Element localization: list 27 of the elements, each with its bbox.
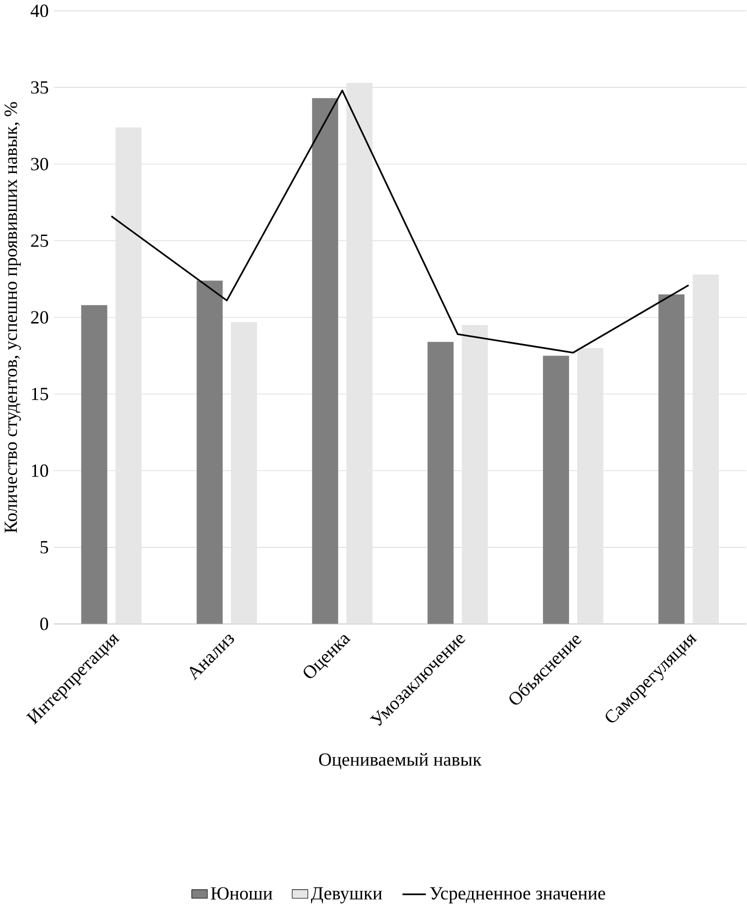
bar [577, 348, 604, 624]
y-tick-label: 5 [40, 541, 48, 554]
bar [81, 305, 108, 624]
legend-label: Усредненное значение [430, 887, 606, 904]
bar [543, 356, 570, 624]
bar [116, 127, 142, 624]
y-axis-title: Количество студентов, успешно проявивших навык, % [4, 102, 22, 533]
bar [196, 280, 223, 624]
bar [692, 274, 719, 624]
y-tick-label: 35 [31, 81, 48, 94]
y-tick-label: 30 [31, 158, 48, 170]
y-tick-label: 0 [40, 618, 48, 630]
bar [312, 98, 338, 624]
bar [231, 322, 258, 624]
bar [462, 325, 488, 624]
y-tick-label: 15 [32, 388, 48, 400]
bar [346, 82, 373, 624]
bar [658, 294, 685, 624]
y-tick-label: 25 [31, 234, 48, 247]
x-axis-title: Оцениваемый навык [319, 752, 482, 770]
y-tick-label: 10 [32, 464, 48, 477]
legend-label: Юноши [211, 887, 273, 900]
bar [428, 342, 454, 624]
y-tick-label: 40 [30, 4, 48, 18]
y-tick-label: 20 [31, 311, 48, 324]
legend-label: Девушки [311, 887, 382, 904]
line-series [110, 90, 690, 354]
